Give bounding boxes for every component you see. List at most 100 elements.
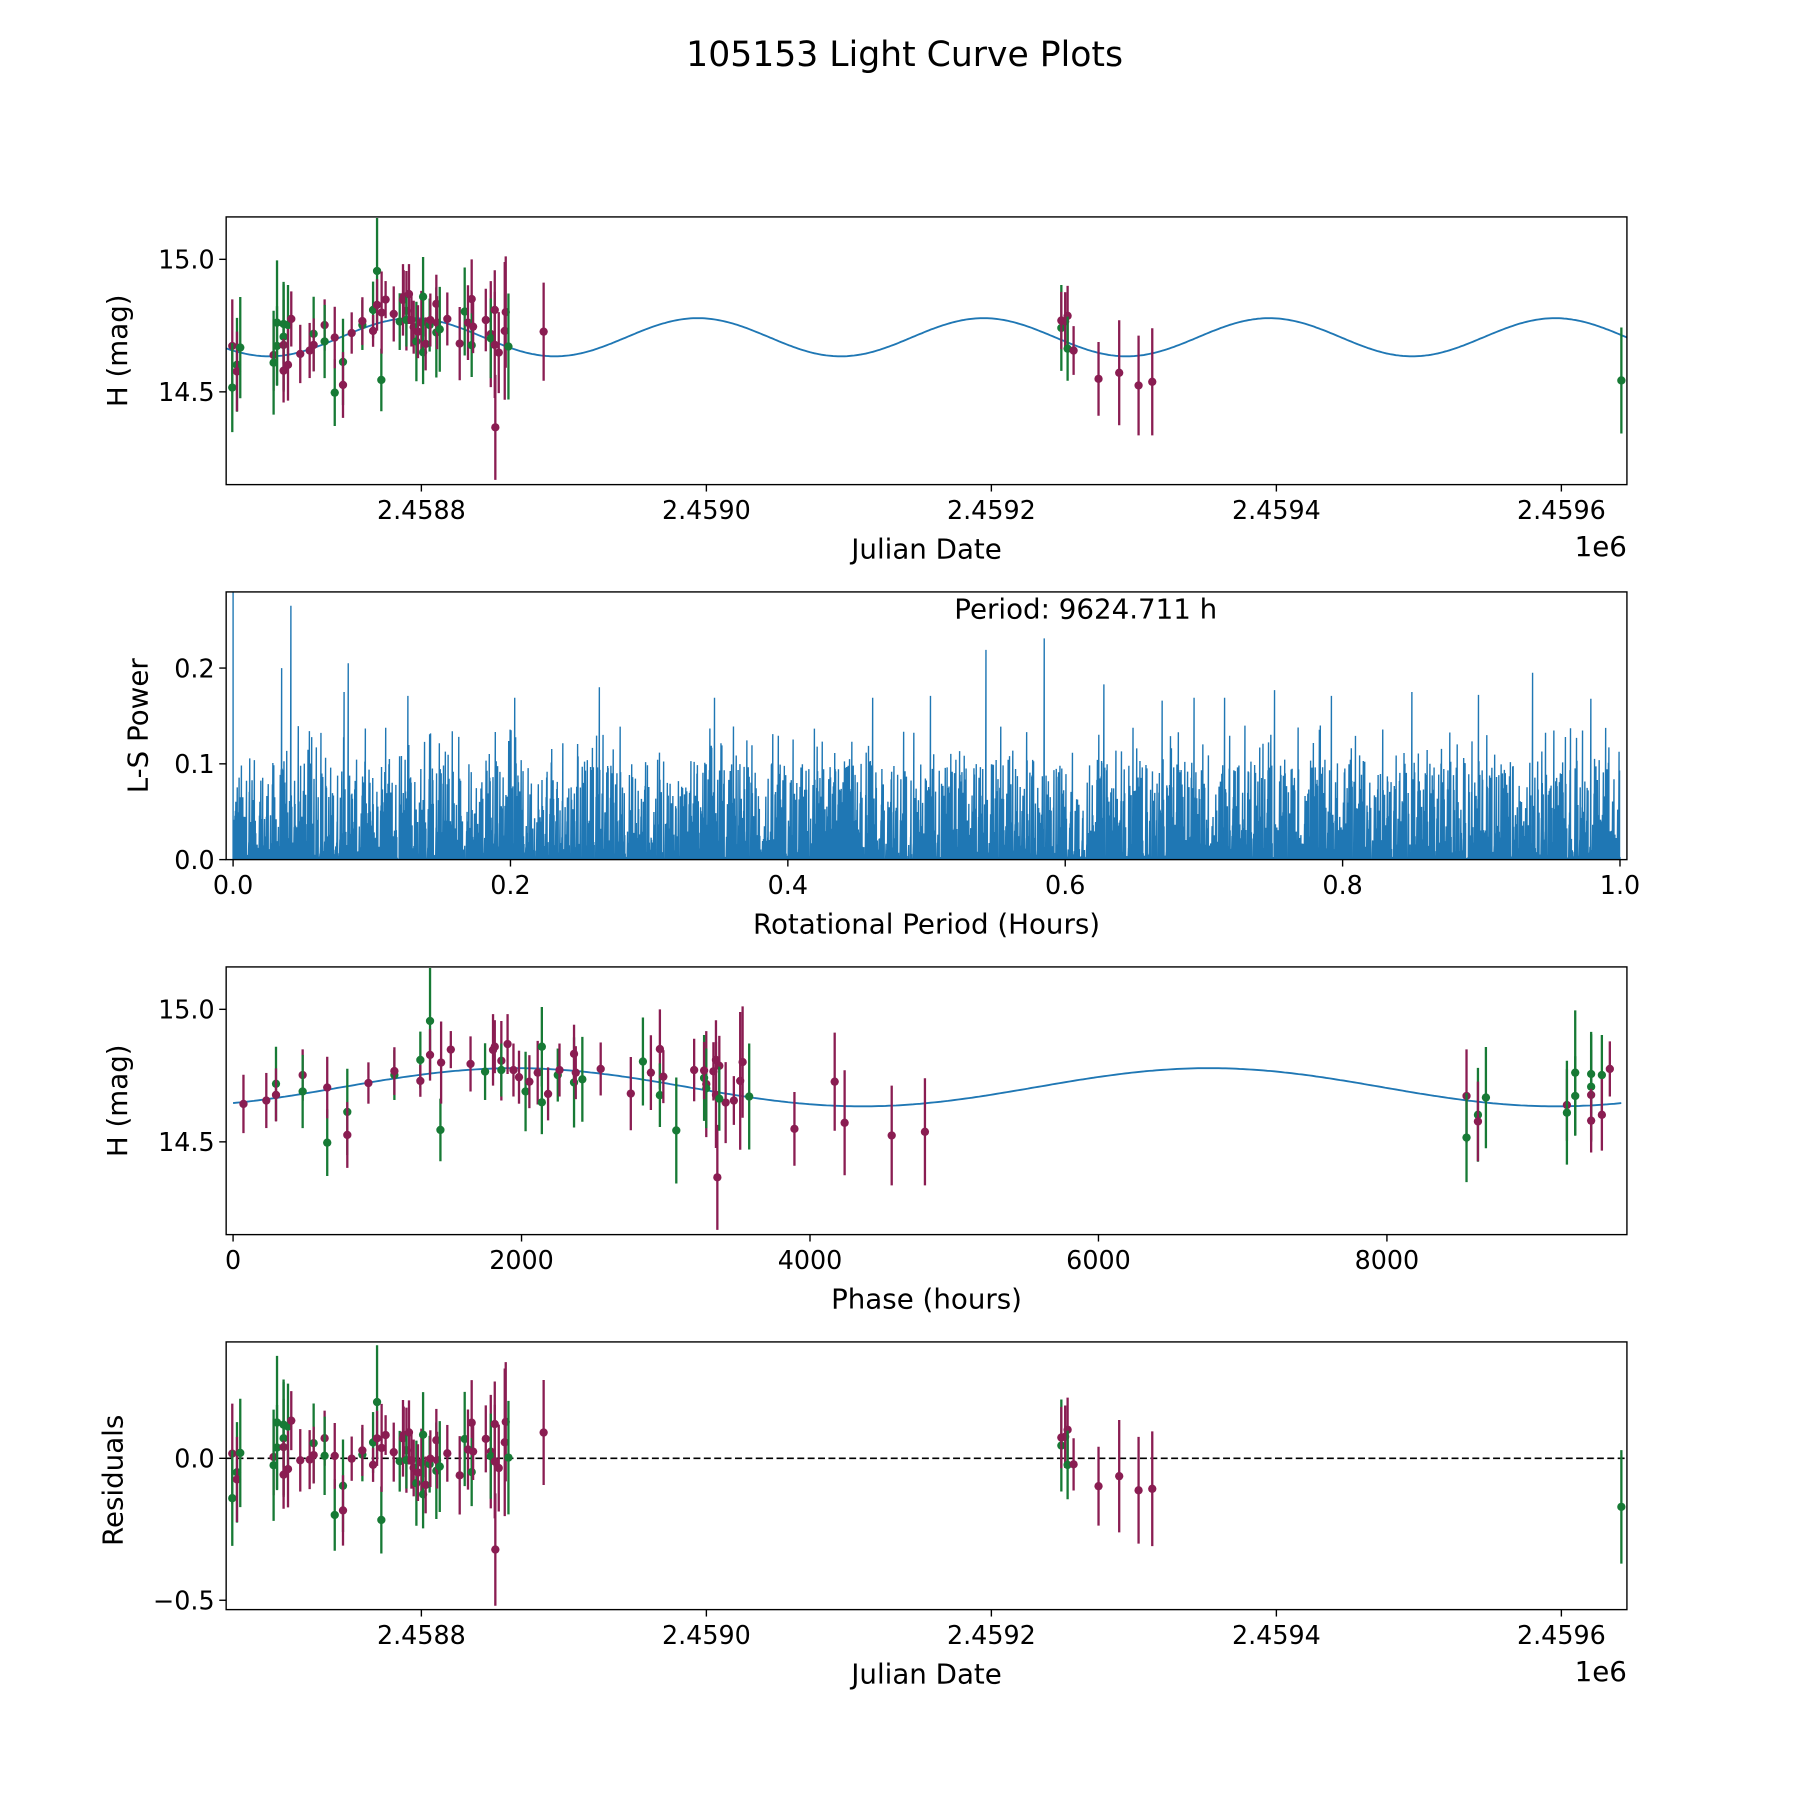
power-spectrum-line bbox=[232, 591, 1621, 860]
residual-point bbox=[539, 1428, 548, 1437]
phased-point bbox=[537, 1042, 546, 1051]
data-point bbox=[389, 309, 398, 319]
data-point bbox=[372, 266, 382, 276]
data-point bbox=[320, 337, 329, 346]
data-point bbox=[368, 326, 378, 336]
phased-point bbox=[525, 1077, 534, 1086]
phased-point bbox=[596, 1064, 605, 1074]
phased-point bbox=[1473, 1117, 1483, 1126]
periodogram-panel: 0.0 0.2 0.4 0.6 0.8 1.0 0.0 0.1 0.2 Period: 9624… bbox=[122, 591, 1640, 940]
residual-point bbox=[330, 1510, 339, 1520]
phased-point bbox=[425, 1050, 435, 1060]
data-point bbox=[228, 383, 237, 392]
phased-point bbox=[543, 1089, 553, 1099]
phased-point bbox=[436, 1058, 446, 1067]
data-point bbox=[1617, 376, 1626, 385]
data-point bbox=[1069, 346, 1078, 355]
residual-point bbox=[358, 1446, 367, 1455]
phased-point bbox=[343, 1130, 352, 1140]
phased-point bbox=[466, 1059, 475, 1069]
residual-point bbox=[228, 1494, 237, 1503]
phased-point bbox=[1586, 1069, 1596, 1079]
residual-point bbox=[1134, 1486, 1143, 1495]
residual-point bbox=[413, 1468, 423, 1477]
residual-point bbox=[417, 1458, 426, 1467]
phased-point bbox=[646, 1068, 656, 1077]
residual-point bbox=[368, 1460, 378, 1470]
y-tick-label: 15.0 bbox=[158, 995, 215, 1025]
model-curve bbox=[232, 1067, 1622, 1108]
residual-point bbox=[389, 1447, 398, 1457]
x-tick-label: 1.0 bbox=[1600, 870, 1640, 900]
data-point bbox=[347, 328, 356, 338]
phased-point bbox=[790, 1124, 799, 1134]
data-point bbox=[1094, 374, 1103, 384]
phased-point bbox=[729, 1096, 739, 1105]
phased-point bbox=[715, 1061, 724, 1070]
x-axis-label: Phase (hours) bbox=[831, 1282, 1022, 1315]
y-tick-label: 14.5 bbox=[158, 1127, 215, 1157]
light-curve-panel: 2.4588 2.4590 2.4592 2.4594 2.4596 15.0 14.5 J… bbox=[101, 216, 1628, 565]
figure-title: 105153 Light Curve Plots bbox=[686, 35, 1123, 75]
x-tick-label: 2000 bbox=[489, 1245, 554, 1275]
data-point bbox=[1115, 368, 1124, 377]
phased-point bbox=[1481, 1093, 1491, 1102]
residual-point bbox=[468, 1447, 478, 1456]
phased-point bbox=[271, 1090, 281, 1100]
y-axis-label: L-S Power bbox=[122, 658, 155, 794]
period-annotation: Period: 9624.711 h bbox=[954, 592, 1217, 625]
x-tick-label: 2.4596 bbox=[1517, 1620, 1606, 1650]
phased-point bbox=[715, 1094, 724, 1103]
phased-point bbox=[1597, 1070, 1607, 1080]
phased-point bbox=[655, 1091, 665, 1100]
residual-point bbox=[412, 1479, 421, 1488]
phased-point bbox=[569, 1049, 579, 1059]
phased-point bbox=[1605, 1064, 1614, 1074]
data-point bbox=[1134, 381, 1143, 390]
phased-point bbox=[364, 1078, 373, 1088]
y-axis-label: H (mag) bbox=[101, 1044, 134, 1157]
phased-point bbox=[425, 1016, 435, 1026]
phased-point bbox=[626, 1089, 635, 1098]
data-point bbox=[539, 327, 548, 336]
data-point bbox=[467, 341, 476, 350]
phased-point bbox=[497, 1065, 506, 1075]
y-tick-label: 0.2 bbox=[174, 653, 214, 683]
residual-point bbox=[1094, 1482, 1103, 1491]
data-point bbox=[426, 315, 435, 325]
x-tick-label: 0.6 bbox=[1045, 870, 1085, 900]
data-point bbox=[490, 305, 499, 315]
x-tick-label: 0.8 bbox=[1322, 870, 1362, 900]
x-axis-label: Rotational Period (Hours) bbox=[753, 907, 1100, 940]
data-point bbox=[296, 349, 305, 359]
x-tick-label: 2.4590 bbox=[662, 495, 751, 525]
data-point bbox=[309, 340, 318, 350]
phased-point bbox=[738, 1057, 747, 1067]
phased-point bbox=[721, 1098, 730, 1107]
x-tick-label: 2.4592 bbox=[947, 1620, 1036, 1650]
x-tick-label: 6000 bbox=[1066, 1245, 1131, 1275]
residual-point bbox=[296, 1456, 305, 1465]
residual-point bbox=[467, 1418, 476, 1427]
phased-point bbox=[713, 1173, 722, 1182]
phased-point bbox=[571, 1068, 580, 1077]
phased-point bbox=[672, 1126, 681, 1135]
residual-point bbox=[287, 1416, 296, 1425]
phased-point bbox=[416, 1055, 425, 1065]
residual-point bbox=[494, 1463, 503, 1473]
residual-point bbox=[338, 1506, 348, 1515]
residual-point bbox=[443, 1449, 452, 1458]
data-point bbox=[358, 316, 367, 326]
data-point bbox=[338, 380, 348, 390]
data-point bbox=[417, 318, 426, 327]
residual-point bbox=[504, 1453, 513, 1462]
phased-point bbox=[390, 1066, 399, 1076]
phased-point bbox=[436, 1125, 445, 1135]
residual-point bbox=[1063, 1460, 1072, 1470]
residual-point bbox=[421, 1480, 430, 1490]
data-point bbox=[486, 334, 495, 343]
phased-point bbox=[490, 1042, 499, 1051]
x-tick-label: 0.4 bbox=[768, 870, 808, 900]
residual-point bbox=[330, 1451, 339, 1461]
